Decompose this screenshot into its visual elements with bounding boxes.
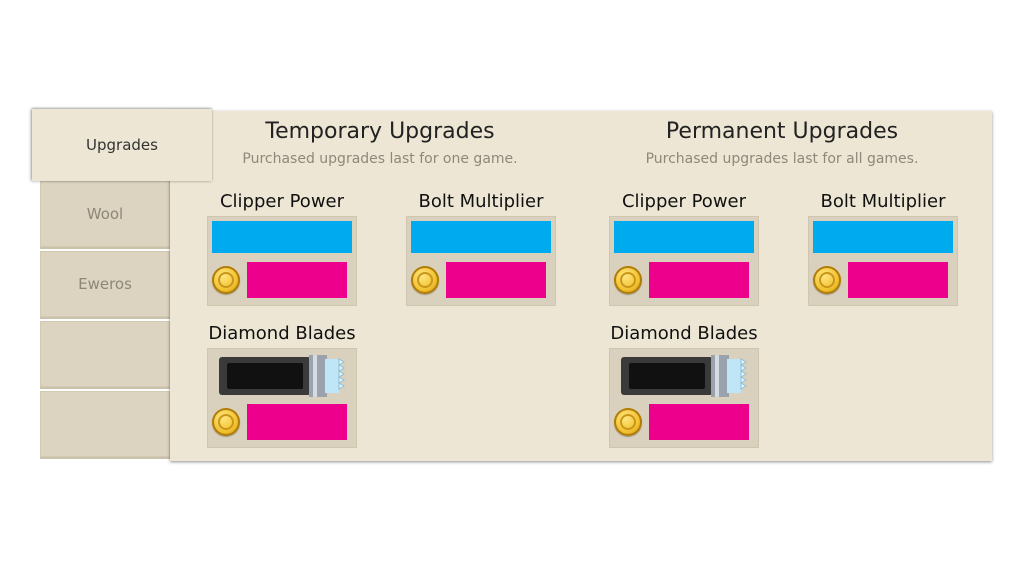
perm-clipper-power-card [609,216,759,306]
perm-clipper-power-label: Clipper Power [621,191,747,212]
gold-coin-icon [813,266,841,294]
perm-bolt-multiplier-label: Bolt Multiplier [820,191,946,212]
perm-bolt-multiplier-buy-button[interactable] [848,262,948,298]
permanent-subtitle: Purchased upgrades last for all games. [645,151,919,167]
gold-coin-icon [614,408,642,436]
tab-column: Upgrades Wool Eweros [32,109,212,461]
gold-coin-icon [212,408,240,436]
temp-bolt-multiplier-label: Bolt Multiplier [418,191,544,212]
temp-clipper-power-buy-button[interactable] [247,262,347,298]
perm-bolt-multiplier-card [808,216,958,306]
temporary-title: Temporary Upgrades [265,119,495,144]
clipper-blade-icon [219,355,345,397]
gold-coin-icon [411,266,439,294]
tab-empty-2[interactable] [40,391,170,459]
temp-diamond-blades-buy-button[interactable] [247,404,347,440]
temporary-subtitle: Purchased upgrades last for one game. [242,151,518,167]
perm-diamond-blades-buy-button[interactable] [649,404,749,440]
tab-wool[interactable]: Wool [40,181,170,249]
temp-diamond-blades-label: Diamond Blades [208,323,356,344]
temp-clipper-power-label: Clipper Power [219,191,345,212]
perm-diamond-blades-label: Diamond Blades [610,323,758,344]
tab-eweros-label: Eweros [78,275,132,293]
tab-empty-1[interactable] [40,321,170,389]
permanent-title: Permanent Upgrades [665,119,899,144]
clipper-blade-icon [621,355,747,397]
temp-clipper-power-progress-bar [212,221,352,253]
temp-clipper-power-card [207,216,357,306]
gold-coin-icon [614,266,642,294]
upgrade-store-panel: Temporary Upgrades Purchased upgrades la… [170,111,992,461]
perm-clipper-power-buy-button[interactable] [649,262,749,298]
gold-coin-icon [212,266,240,294]
tab-upgrades[interactable]: Upgrades [32,109,212,181]
tab-wool-label: Wool [86,205,124,223]
tab-upgrades-label: Upgrades [86,136,158,154]
perm-bolt-multiplier-progress-bar [813,221,953,253]
temp-bolt-multiplier-buy-button[interactable] [446,262,546,298]
tab-eweros[interactable]: Eweros [40,251,170,319]
perm-clipper-power-progress-bar [614,221,754,253]
temp-diamond-blades-card [207,348,357,448]
perm-diamond-blades-card [609,348,759,448]
temp-bolt-multiplier-progress-bar [411,221,551,253]
temp-bolt-multiplier-card [406,216,556,306]
